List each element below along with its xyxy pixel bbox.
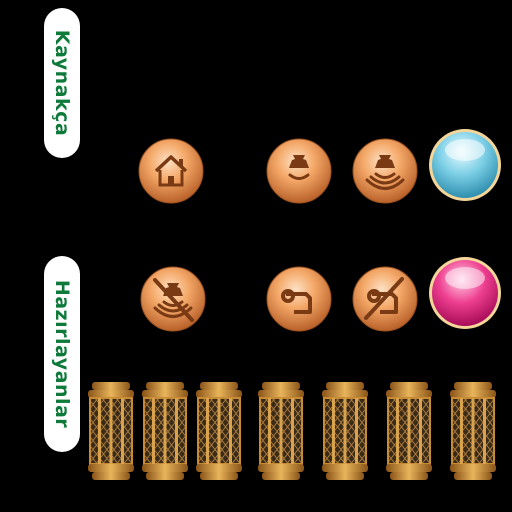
note-icon <box>266 266 332 332</box>
bell-mute-icon <box>140 266 206 332</box>
lantern-icon <box>450 382 496 480</box>
pink-orb-icon <box>429 257 501 329</box>
lantern-icon <box>88 382 134 480</box>
sound-loud-button[interactable] <box>352 138 418 204</box>
pink-orb-button[interactable] <box>428 256 502 330</box>
lantern-2[interactable] <box>140 382 190 480</box>
bell-loud-icon <box>352 138 418 204</box>
makers-label-text: Hazırlayanlar <box>51 279 73 429</box>
music-off-button[interactable] <box>352 266 418 332</box>
sound-on-button[interactable] <box>266 138 332 204</box>
home-button[interactable] <box>138 138 204 204</box>
note-off-icon <box>352 266 418 332</box>
lantern-6[interactable] <box>384 382 434 480</box>
music-button[interactable] <box>266 266 332 332</box>
mute-button[interactable] <box>140 266 206 332</box>
lantern-3[interactable] <box>194 382 244 480</box>
lantern-7[interactable] <box>448 382 498 480</box>
lantern-icon <box>196 382 242 480</box>
lantern-icon <box>322 382 368 480</box>
sources-label[interactable]: Kaynakça <box>44 8 80 158</box>
lantern-icon <box>386 382 432 480</box>
home-icon <box>138 138 204 204</box>
blue-orb-button[interactable] <box>428 128 502 202</box>
bell-sound-icon <box>266 138 332 204</box>
makers-label[interactable]: Hazırlayanlar <box>44 256 80 452</box>
lantern-icon <box>258 382 304 480</box>
lantern-icon <box>142 382 188 480</box>
lantern-1[interactable] <box>86 382 136 480</box>
lantern-4[interactable] <box>256 382 306 480</box>
lantern-5[interactable] <box>320 382 370 480</box>
blue-orb-icon <box>429 129 501 201</box>
sources-label-text: Kaynakça <box>51 29 73 137</box>
